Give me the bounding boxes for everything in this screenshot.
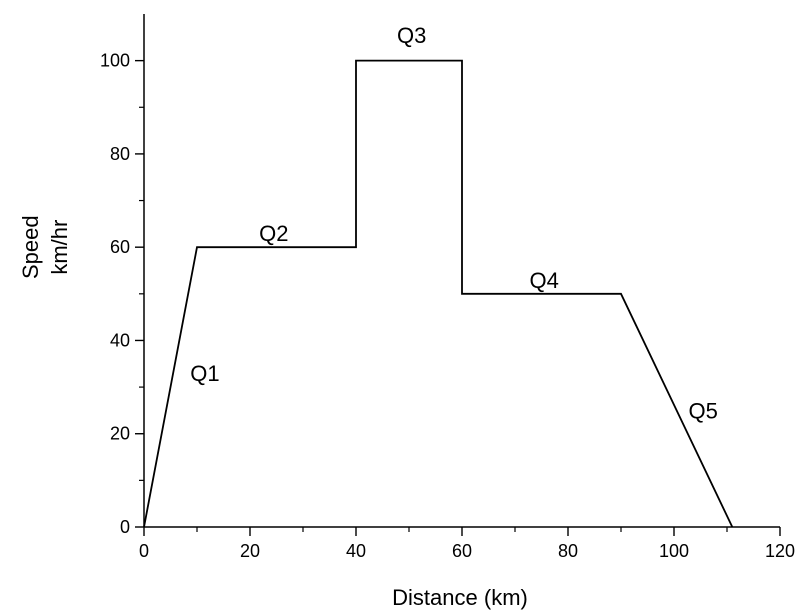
x-tick-label: 80 (558, 541, 578, 561)
x-axis-title: Distance (km) (392, 585, 528, 610)
segment-label-q4: Q4 (529, 268, 558, 293)
y-axis-title-line-2: km/hr (47, 220, 72, 275)
axis-titles: Distance (km) Speed km/hr (18, 215, 528, 610)
speed-profile-line (143, 59, 734, 528)
y-axis-title-line-1: Speed (18, 215, 43, 279)
y-tick-label: 20 (110, 424, 130, 444)
segment-label-q1: Q1 (190, 361, 219, 386)
annotations: Q1 Q2 Q3 Q4 Q5 (190, 23, 718, 423)
series (143, 59, 734, 528)
y-tick-label: 40 (110, 330, 130, 350)
ticks: 0 20 40 60 80 100 120 0 20 40 60 80 100 (100, 51, 795, 561)
segment-label-q3: Q3 (397, 23, 426, 48)
x-tick-label: 20 (240, 541, 260, 561)
y-tick-label: 0 (120, 517, 130, 537)
x-tick-label: 120 (765, 541, 795, 561)
x-tick-label: 100 (659, 541, 689, 561)
segment-label-q2: Q2 (259, 221, 288, 246)
x-tick-label: 0 (139, 541, 149, 561)
y-tick-label: 100 (100, 51, 130, 71)
y-tick-label: 80 (110, 144, 130, 164)
y-tick-label: 60 (110, 237, 130, 257)
segment-label-q5: Q5 (688, 398, 717, 423)
x-tick-label: 60 (452, 541, 472, 561)
x-tick-label: 40 (346, 541, 366, 561)
